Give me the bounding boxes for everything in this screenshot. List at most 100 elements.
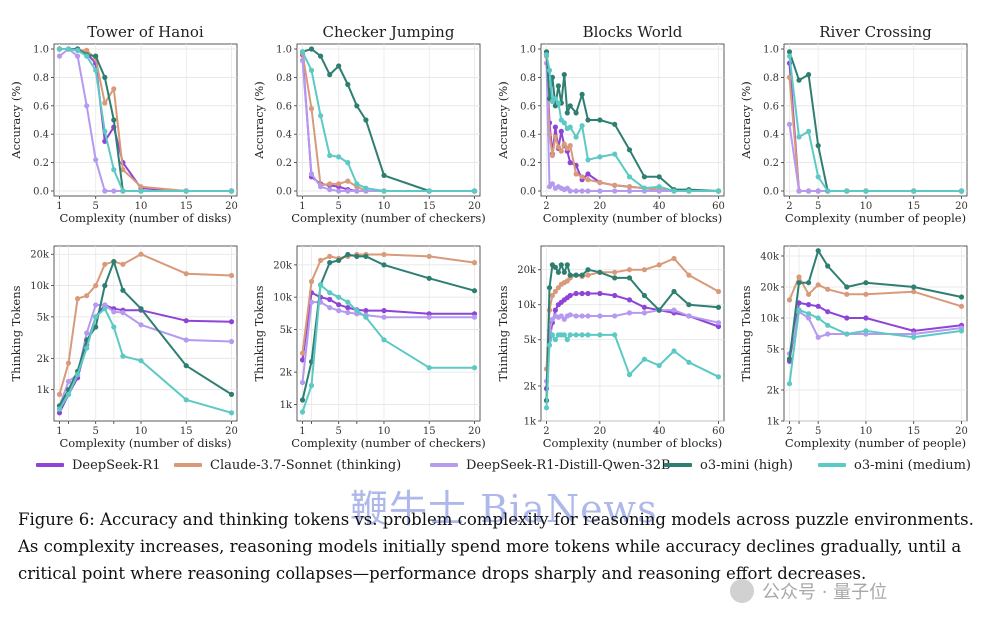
data-point: [426, 275, 432, 281]
legend-item-claude-3-7-sonnet-thinking: Claude-3.7-Sonnet (thinking): [174, 456, 401, 474]
legend-swatch: [174, 463, 202, 467]
y-axis-label: Thinking Tokens: [9, 285, 23, 381]
data-point: [138, 184, 144, 190]
x-tick-label: 5: [815, 201, 821, 212]
data-point: [786, 356, 793, 362]
y-tick-label: 0.8: [33, 73, 49, 84]
data-point: [573, 313, 579, 319]
y-tick-label: 2k: [524, 382, 537, 393]
data-point: [558, 148, 564, 154]
data-point: [318, 113, 324, 119]
data-point: [75, 371, 81, 378]
data-point: [102, 74, 108, 80]
legend-label: DeepSeek-R1: [72, 457, 161, 473]
data-point: [345, 251, 351, 258]
y-tick-label: 20k: [30, 250, 50, 261]
data-point: [120, 310, 126, 316]
data-point: [626, 184, 633, 190]
data-point: [641, 304, 648, 310]
data-point: [786, 121, 793, 127]
x-tick-label: 60: [712, 426, 725, 437]
y-tick-label: 1.0: [33, 45, 49, 56]
data-point: [844, 331, 850, 337]
data-point: [138, 306, 144, 312]
data-point: [552, 134, 559, 140]
data-point: [815, 174, 821, 180]
data-point: [552, 124, 559, 130]
data-point: [183, 318, 189, 324]
legend-item-o3-mini-high: o3-mini (high): [664, 456, 793, 474]
data-point: [381, 308, 387, 314]
y-tick-label: 0.8: [763, 73, 779, 84]
y-tick-label: 0.6: [33, 101, 49, 112]
data-point: [786, 53, 793, 59]
data-point: [796, 307, 802, 313]
data-point: [102, 306, 108, 312]
data-point: [183, 397, 189, 403]
data-point: [585, 313, 591, 319]
data-point: [65, 360, 72, 366]
data-point: [567, 332, 573, 338]
data-point: [786, 297, 793, 303]
data-point: [686, 359, 692, 365]
data-point: [686, 188, 692, 194]
data-point: [299, 357, 306, 363]
data-point: [102, 100, 108, 106]
data-point: [612, 188, 618, 194]
y-tick-label: 0.8: [520, 73, 536, 84]
data-point: [65, 391, 72, 397]
x-tick-label: 2: [543, 201, 549, 212]
y-tick-label: 1k: [767, 417, 780, 428]
data-point: [815, 334, 821, 340]
data-point: [75, 296, 81, 302]
data-point: [579, 174, 585, 180]
data-point: [318, 282, 324, 288]
data-point: [345, 160, 351, 166]
legend-item-o3-mini-medium: o3-mini (medium): [818, 456, 971, 474]
y-tick-label: 1k: [524, 417, 537, 428]
data-point: [93, 67, 99, 73]
data-point: [626, 147, 633, 153]
data-point: [318, 184, 324, 190]
data-point: [111, 309, 117, 315]
data-point: [471, 188, 478, 194]
data-point: [549, 332, 556, 338]
data-point: [806, 311, 812, 317]
series-o3-mini-medium: [56, 46, 235, 194]
data-point: [561, 269, 567, 275]
data-point: [546, 342, 553, 348]
x-axis-label: Complexity (number of people): [785, 211, 966, 225]
data-point: [363, 185, 369, 191]
y-axis-label: Thinking Tokens: [496, 285, 510, 381]
data-point: [844, 315, 850, 321]
data-point: [585, 332, 591, 338]
data-point: [552, 264, 559, 270]
data-point: [597, 269, 603, 275]
data-point: [354, 103, 360, 109]
x-tick-label: 1: [56, 201, 62, 212]
data-point: [93, 302, 99, 308]
data-point: [567, 188, 573, 194]
data-point: [354, 188, 360, 194]
data-point: [579, 313, 585, 319]
data-point: [299, 379, 306, 386]
legend: DeepSeek-R1 Claude-3.7-Sonnet (thinking) D…: [0, 452, 1000, 476]
panel-title: River Crossing: [819, 23, 932, 41]
x-tick-label: 20: [225, 201, 238, 212]
data-point: [138, 358, 144, 364]
data-point: [958, 294, 965, 300]
x-tick-label: 10: [860, 426, 873, 437]
data-point: [612, 332, 618, 338]
series-o3-mini-medium: [543, 52, 722, 194]
x-tick-label: 60: [712, 201, 725, 212]
corner-watermark-text: 公众号 · 量子位: [762, 582, 888, 603]
y-tick-label: 0.6: [276, 101, 292, 112]
data-point: [549, 316, 556, 322]
data-point: [844, 284, 850, 290]
data-point: [102, 188, 108, 194]
data-point: [228, 188, 235, 194]
data-point: [911, 334, 917, 340]
data-point: [138, 322, 144, 328]
